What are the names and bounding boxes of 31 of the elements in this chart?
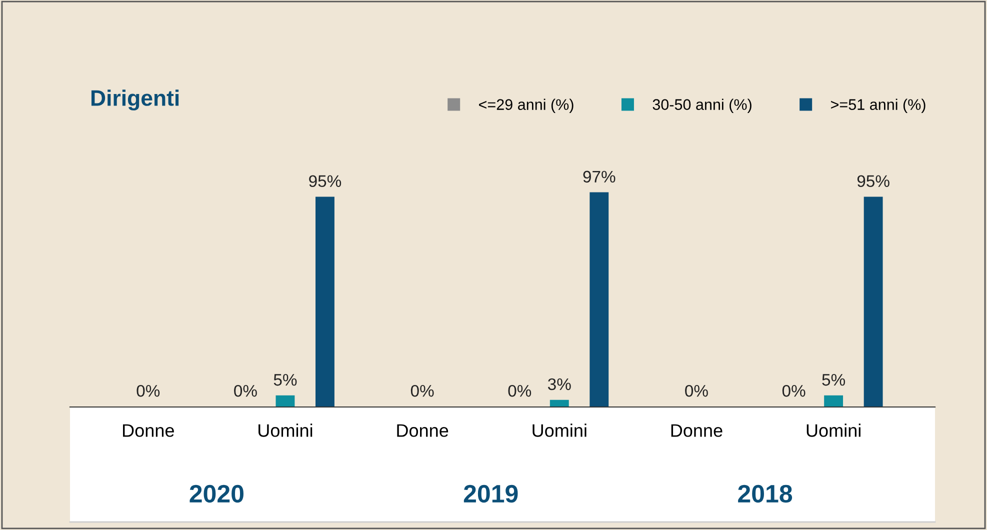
bar [550,400,569,407]
bar [864,196,883,407]
text: 2018 [738,484,792,503]
data-label: 0% [410,384,434,397]
data-label: 0% [685,384,708,397]
data-label: 0% [234,384,257,397]
data-label: 5% [822,374,846,386]
x-tick-label: Donne [671,424,722,437]
text: 2020 [190,484,244,503]
data-label: 0% [136,384,160,397]
data-label: 97% [583,170,616,183]
x-tick-label: Uomini [532,424,586,437]
data-label: 95% [309,175,342,188]
data-label: 0% [782,384,806,397]
data-label: 3% [548,378,571,390]
data-label: 5% [274,374,297,386]
x-tick-label: Donne [123,424,174,437]
legend-label: 30-50 anni (%) [652,98,752,113]
text: 2019 [464,484,518,503]
x-tick-label: Uomini [806,424,860,437]
data-label: 0% [508,384,532,397]
x-tick-label: Uomini [258,424,312,437]
legend-label: <=29 anni (%) [479,98,574,113]
chart-title: Dirigenti [91,90,179,110]
bar [276,395,295,407]
data-label: 95% [857,175,890,188]
bar [590,192,609,407]
legend-label: >=51 anni (%) [831,98,926,113]
bar [824,395,844,407]
x-tick-label: Donne [397,424,448,437]
bar [316,196,334,407]
